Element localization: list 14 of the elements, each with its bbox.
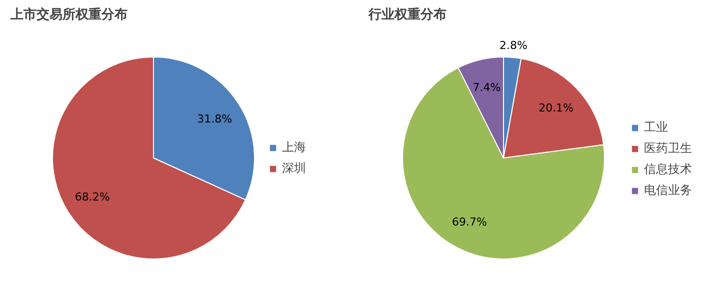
chart-title: 上市交易所权重分布 (10, 6, 128, 22)
legend-label: 电信业务 (644, 182, 692, 199)
chart-title: 行业权重分布 (368, 6, 446, 22)
data-label: 2.8% (499, 39, 528, 52)
data-label: 31.8% (197, 112, 232, 126)
data-label: 69.7% (452, 216, 487, 229)
legend-label: 医药卫生 (644, 140, 692, 157)
legend-label: 信息技术 (644, 161, 692, 178)
legend-label: 上海 (282, 139, 306, 156)
legend-label: 工业 (644, 119, 668, 136)
data-label: 68.2% (74, 190, 110, 204)
legend-label: 深圳 (282, 160, 306, 177)
data-label: 20.1% (538, 101, 574, 114)
data-label: 7.4% (472, 81, 501, 94)
